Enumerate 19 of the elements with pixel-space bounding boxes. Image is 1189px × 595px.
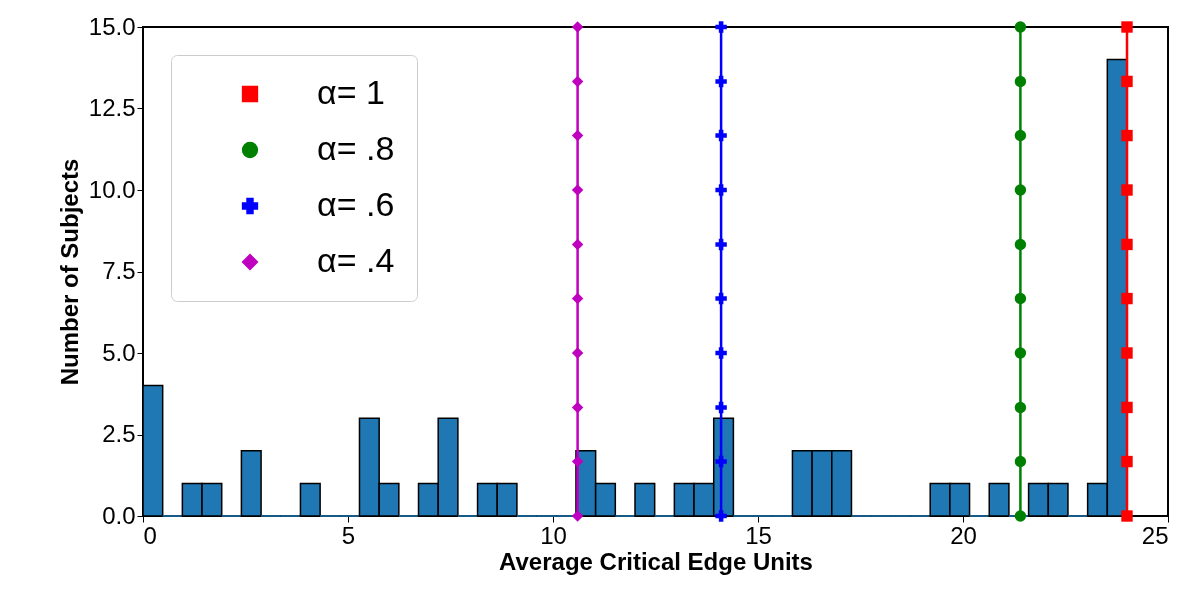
y-tick-label: 7.5	[102, 257, 136, 284]
x-tick-label: 5	[341, 521, 356, 549]
y-tick-label: 12.5	[88, 94, 136, 121]
y-tick-label: 10.0	[88, 175, 136, 203]
y-tick-label: 0.0	[102, 501, 136, 529]
legend-label: α= .4	[317, 241, 395, 279]
legend-label: α= .6	[317, 185, 395, 223]
y-tick-label: 2.5	[102, 420, 136, 447]
y-axis-title: Number of Subjects	[55, 158, 83, 386]
x-tick-label: 25	[1141, 521, 1169, 549]
x-tick-label: 15	[745, 521, 772, 549]
x-axis-title: Average Critical Edge Units	[499, 547, 813, 575]
legend-label: α= 1	[317, 73, 385, 111]
y-tick-label: 15.0	[88, 12, 136, 40]
x-tick-label: 10	[540, 521, 567, 549]
legend-label: α= .8	[317, 129, 395, 167]
x-tick-label: 0	[143, 521, 157, 549]
x-tick-label: 20	[950, 521, 977, 549]
y-tick-label: 5.0	[102, 338, 136, 366]
